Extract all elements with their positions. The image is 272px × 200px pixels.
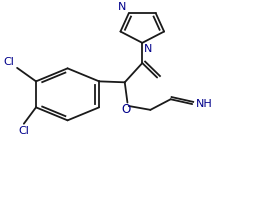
Text: N: N [118,2,127,12]
Text: NH: NH [196,99,212,109]
Text: N: N [144,44,152,54]
Text: Cl: Cl [4,57,14,67]
Text: Cl: Cl [18,126,29,136]
Text: O: O [122,103,131,116]
